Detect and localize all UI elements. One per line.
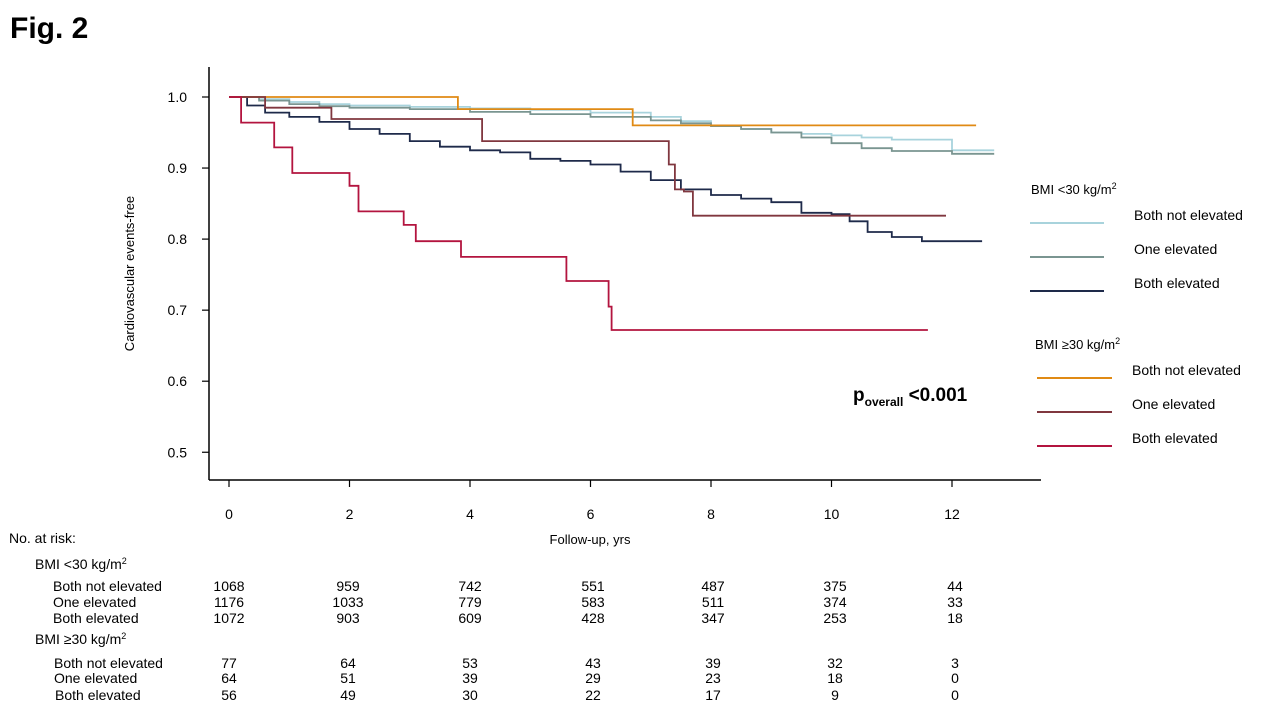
risk-count: 22 [585,687,601,703]
risk-count: 903 [336,610,360,626]
x-tick-label: 2 [346,506,354,522]
y-axis-title: Cardiovascular events-free [122,196,137,351]
risk-count: 49 [340,687,356,703]
risk-count: 347 [701,610,725,626]
risk-count: 33 [947,594,963,610]
y-tick-label: 0.5 [168,444,188,460]
risk-row-label: Both elevated [53,610,139,626]
risk-count: 17 [705,687,721,703]
y-tick-label: 0.7 [168,302,188,318]
risk-count: 39 [705,655,721,671]
risk-count: 253 [823,610,847,626]
legend-label: Both not elevated [1134,207,1243,223]
risk-row-label: Both not elevated [54,655,163,671]
risk-count: 43 [585,655,601,671]
x-tick-label: 4 [466,506,474,522]
km-curve-4 [229,96,946,217]
risk-count: 51 [340,670,356,686]
risk-count: 39 [462,670,478,686]
risk-count: 9 [831,687,839,703]
risk-count: 551 [581,578,605,594]
legend-group-title: BMI ≥30 kg/m2 [1035,336,1120,352]
risk-count: 1033 [332,594,363,610]
figure-label: Fig. 2 [10,12,89,45]
x-tick-label: 12 [944,506,960,522]
risk-count: 428 [581,610,605,626]
legend-label: Both not elevated [1132,362,1241,378]
y-tick-label: 1.0 [168,89,188,105]
legend-label: One elevated [1134,241,1217,257]
risk-row-label: One elevated [54,670,137,686]
x-tick-label: 10 [824,506,840,522]
risk-count: 779 [458,594,482,610]
x-tick-label: 8 [707,506,715,522]
risk-count: 3 [951,655,959,671]
km-curve-5 [229,96,928,331]
risk-count: 32 [827,655,843,671]
km-curve-1 [229,96,995,155]
risk-row-label: Both not elevated [53,578,162,594]
legend: BMI <30 kg/m2 Both not elevated One elevat… [1030,181,1243,447]
risk-table-heading: No. at risk: [9,530,76,546]
risk-count: 23 [705,670,721,686]
legend-label: Both elevated [1132,430,1218,446]
risk-count: 375 [823,578,847,594]
risk-row-label: One elevated [53,594,136,610]
risk-count: 374 [823,594,847,610]
risk-count: 959 [336,578,360,594]
risk-count: 77 [221,655,237,671]
curves [229,96,995,331]
risk-count: 609 [458,610,482,626]
risk-row-label: Both elevated [55,687,141,703]
km-curve-0 [229,96,995,152]
risk-count: 64 [340,655,356,671]
x-tick-label: 0 [225,506,233,522]
y-tick-label: 0.6 [168,373,188,389]
ticks: 0.5 0.6 0.7 0.8 0.9 1.0 0 2 4 6 8 10 12 Cardiovascula… [122,89,968,547]
legend-label: One elevated [1132,396,1215,412]
y-tick-label: 0.9 [168,160,188,176]
x-tick-label: 6 [587,506,595,522]
risk-count: 1176 [214,594,244,610]
risk-count: 742 [458,578,482,594]
risk-count: 64 [221,670,237,686]
risk-count: 0 [951,670,959,686]
risk-count: 1068 [213,578,244,594]
risk-count: 0 [951,687,959,703]
risk-count: 511 [702,594,725,610]
risk-table: No. at risk: BMI <30 kg/m2 Both not elevat… [9,530,963,703]
risk-count: 487 [701,578,725,594]
x-axis-title: Follow-up, yrs [550,532,631,547]
risk-count: 583 [581,594,605,610]
p-value-annotation: poverall <0.001 [853,385,968,409]
risk-count: 29 [585,670,601,686]
risk-count: 18 [827,670,843,686]
risk-count: 44 [947,578,963,594]
risk-count: 30 [462,687,478,703]
risk-count: 1072 [213,610,244,626]
legend-group-title: BMI <30 kg/m2 [1031,181,1117,197]
risk-group-title: BMI <30 kg/m2 [35,556,127,572]
risk-count: 56 [221,687,237,703]
risk-count: 53 [462,655,478,671]
axes [208,67,1041,481]
y-tick-label: 0.8 [168,231,188,247]
risk-group-title: BMI ≥30 kg/m2 [35,631,126,647]
risk-count: 18 [947,610,963,626]
km-curve-3 [229,96,977,127]
legend-label: Both elevated [1134,275,1220,291]
